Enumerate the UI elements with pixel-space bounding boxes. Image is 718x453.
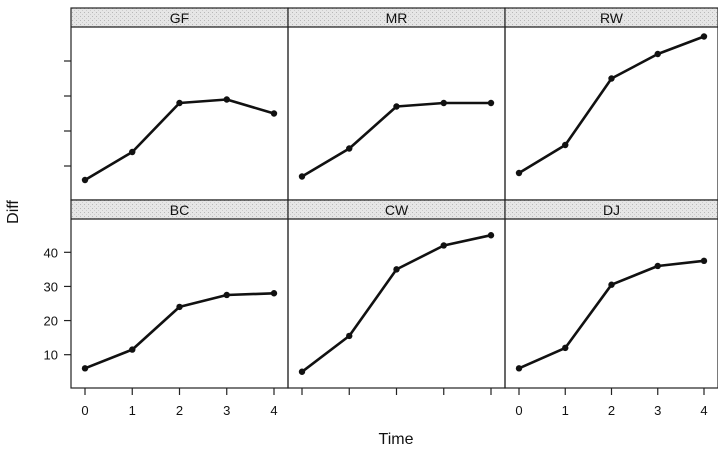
x-tick-label: 3 bbox=[654, 403, 661, 418]
y-tick-label: 30 bbox=[44, 279, 58, 294]
data-point bbox=[346, 145, 353, 152]
data-point bbox=[393, 266, 400, 273]
panel-dj: DJ bbox=[504, 199, 718, 389]
data-point bbox=[700, 33, 708, 40]
panel-strip bbox=[71, 200, 288, 219]
data-point bbox=[270, 290, 278, 297]
panel-title: GF bbox=[170, 10, 189, 26]
data-point bbox=[608, 281, 615, 288]
x-axis-title: Time bbox=[379, 431, 414, 448]
data-point bbox=[515, 365, 523, 372]
panel-title: CW bbox=[385, 202, 409, 218]
panel-gf: GF bbox=[70, 7, 289, 201]
data-point bbox=[393, 103, 400, 110]
panel-mr: MR bbox=[287, 7, 506, 201]
data-point bbox=[298, 173, 306, 180]
data-point bbox=[440, 99, 447, 107]
x-tick-label: 4 bbox=[700, 403, 707, 418]
data-point bbox=[700, 257, 708, 265]
data-point bbox=[487, 99, 495, 107]
panel-title: RW bbox=[600, 10, 624, 26]
y-axis-title: Diff bbox=[5, 200, 22, 224]
data-point bbox=[129, 346, 136, 353]
panels-layer: GF MR RW BC CW DJ bbox=[70, 7, 718, 389]
panel-border bbox=[287, 199, 506, 389]
data-point bbox=[223, 291, 230, 299]
series-line bbox=[300, 233, 493, 374]
panel-strip bbox=[288, 200, 505, 219]
data-point bbox=[654, 262, 661, 270]
data-point bbox=[270, 110, 278, 117]
x-tick-label: 1 bbox=[129, 403, 136, 418]
panel-strip bbox=[71, 8, 288, 27]
panel-strip bbox=[505, 8, 718, 27]
data-point bbox=[176, 99, 183, 107]
x-tick-label: 3 bbox=[223, 403, 230, 418]
data-point bbox=[562, 141, 569, 149]
panel-rw: RW bbox=[504, 7, 718, 201]
y-tick-label: 20 bbox=[44, 314, 58, 329]
y-tick-label: 40 bbox=[44, 245, 58, 260]
data-point bbox=[298, 368, 306, 375]
data-point bbox=[346, 332, 353, 340]
x-tick-label: 2 bbox=[608, 403, 615, 418]
series-line bbox=[300, 101, 493, 178]
panel-cw: CW bbox=[287, 199, 506, 389]
data-point bbox=[81, 365, 89, 372]
y-tick-label: 10 bbox=[44, 348, 58, 363]
panel-title: MR bbox=[386, 10, 408, 26]
data-point bbox=[176, 303, 183, 311]
x-tick-label: 0 bbox=[515, 403, 522, 418]
data-point bbox=[608, 75, 615, 82]
panel-border bbox=[504, 7, 718, 201]
data-point bbox=[129, 148, 136, 156]
data-point bbox=[487, 232, 495, 239]
panel-title: DJ bbox=[603, 202, 620, 218]
data-point bbox=[562, 344, 569, 352]
data-point bbox=[81, 176, 89, 184]
series-line bbox=[517, 35, 706, 175]
panel-strip bbox=[505, 200, 718, 219]
data-point bbox=[440, 242, 447, 249]
x-tick-label: 2 bbox=[176, 403, 183, 418]
series-line bbox=[517, 259, 706, 370]
panel-bc: BC bbox=[70, 199, 289, 389]
data-point bbox=[223, 96, 230, 103]
panel-title: BC bbox=[170, 202, 189, 218]
x-tick-label: 1 bbox=[562, 403, 569, 418]
x-tick-label: 0 bbox=[81, 403, 88, 418]
data-point bbox=[515, 169, 523, 177]
x-tick-label: 4 bbox=[270, 403, 277, 418]
panel-strip bbox=[288, 8, 505, 27]
series-line bbox=[83, 98, 276, 182]
data-point bbox=[654, 50, 661, 58]
